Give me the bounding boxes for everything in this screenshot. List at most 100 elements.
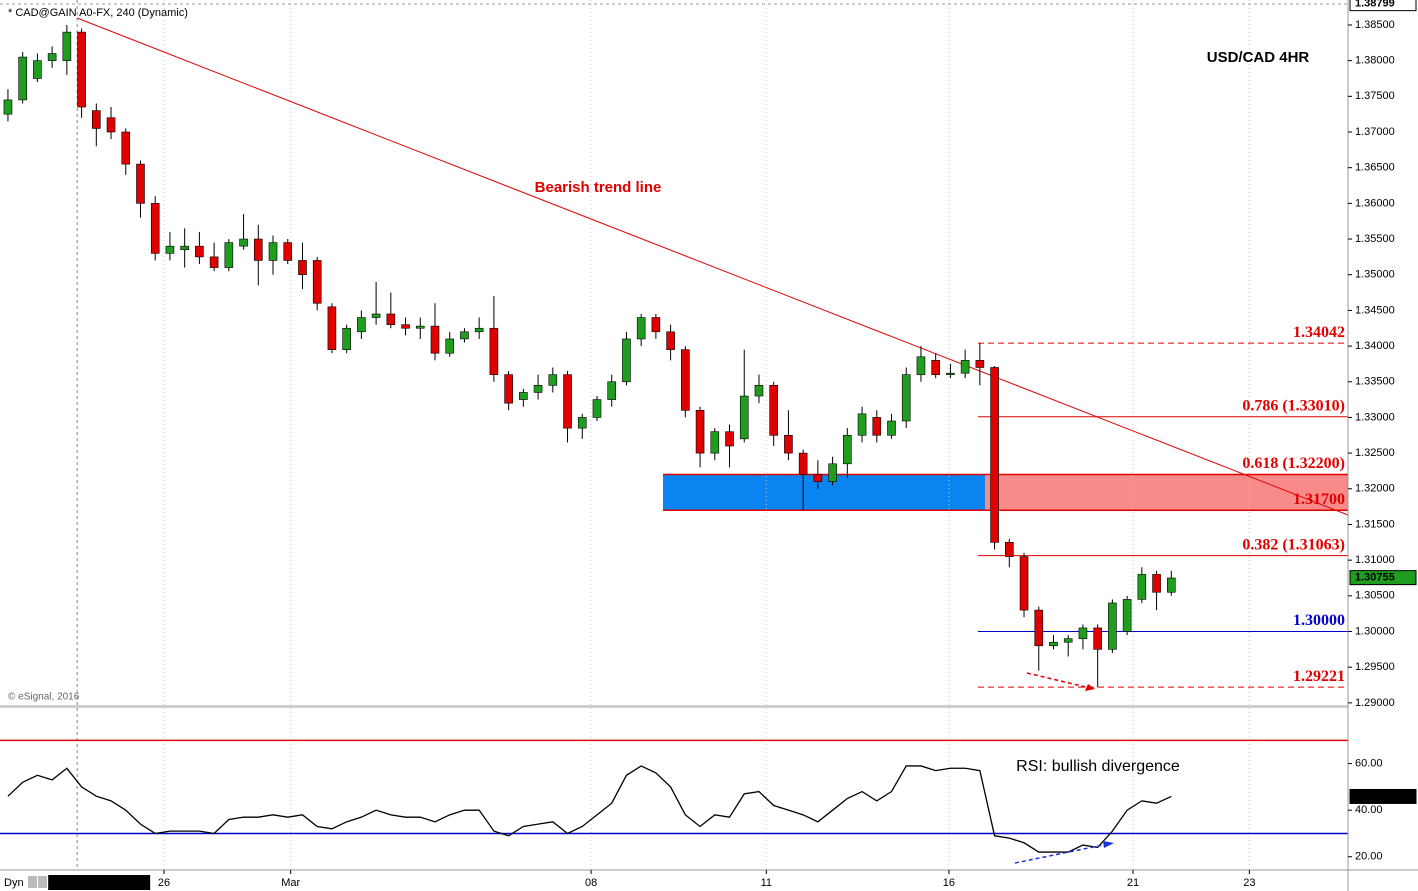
grid-layer <box>76 0 1250 870</box>
candle-body <box>195 245 204 258</box>
y-tick-label: 1.37000 <box>1355 126 1395 138</box>
resistance-zone <box>985 474 1348 511</box>
level-label: 0.382 (1.31063) <box>1242 536 1345 553</box>
candle-body <box>33 60 42 79</box>
level-label: 1.30000 <box>1293 612 1345 629</box>
x-tick-label: Mar <box>281 877 300 889</box>
candle-body <box>548 374 558 386</box>
candle-body <box>563 374 572 429</box>
candle-body <box>843 434 852 465</box>
candle-body <box>519 392 528 400</box>
candle-body <box>342 327 351 350</box>
panel-separator <box>0 705 1348 708</box>
candle-body <box>239 238 248 247</box>
candle-body <box>1108 602 1117 650</box>
rsi-label: RSI: bullish divergence <box>1016 758 1180 775</box>
candle-body <box>798 452 808 475</box>
candle-body <box>298 260 307 276</box>
candle-body <box>386 313 396 325</box>
y-tick-label: 1.30500 <box>1355 590 1395 602</box>
candle-body <box>47 53 57 61</box>
candle-body <box>916 356 926 375</box>
candle-body <box>150 203 160 254</box>
candle-body <box>1137 574 1147 600</box>
icon <box>28 876 37 888</box>
divergence-arrow <box>1014 843 1109 864</box>
candle-body <box>710 431 720 454</box>
level-label: 0.618 (1.32200) <box>1242 455 1345 472</box>
candle-body <box>430 325 440 354</box>
candle-body <box>725 431 734 447</box>
candle-body <box>415 325 425 329</box>
high-tag: 1.38799 <box>1355 0 1395 10</box>
candle-body <box>1034 609 1044 647</box>
candle-body <box>769 385 778 436</box>
y-tick-label: 20.00 <box>1355 851 1383 863</box>
x-tick-label: 23 <box>1243 877 1255 889</box>
candle-body <box>504 374 513 404</box>
panel-label: Dyn <box>4 877 24 889</box>
candle-body <box>681 349 690 411</box>
level-label: 0.786 (1.33010) <box>1242 397 1345 414</box>
candle-body <box>1093 627 1102 650</box>
candle-body <box>828 463 837 482</box>
candle-body <box>209 256 219 268</box>
y-tick-label: 1.32500 <box>1355 447 1395 459</box>
cursor-box <box>48 875 151 890</box>
chart-title: USD/CAD 4HR <box>1207 49 1310 66</box>
last-tag: 1.30755 <box>1355 572 1395 584</box>
candle-body <box>990 367 999 543</box>
header: * CAD@GAIN A0-FX, 240 (Dynamic) <box>8 7 188 19</box>
candle-body <box>312 260 322 304</box>
candle-body <box>106 117 116 133</box>
candle-body <box>813 474 823 482</box>
candle-body <box>592 399 602 418</box>
candle-body <box>607 381 617 400</box>
candle-body <box>1122 599 1132 632</box>
arrow-head <box>1103 841 1114 848</box>
candle-body <box>636 317 646 340</box>
arrow-head <box>1085 684 1095 691</box>
candle-body <box>1005 542 1014 557</box>
candle-body <box>136 163 145 204</box>
y-tick-label: 1.33000 <box>1355 411 1395 423</box>
y-tick-label: 1.38000 <box>1355 55 1395 67</box>
rsi-tag: 45.90 <box>1355 790 1383 802</box>
y-tick-label: 1.29500 <box>1355 661 1395 673</box>
rsi-tag-box <box>1349 788 1417 804</box>
candle-body <box>577 417 587 429</box>
icon <box>38 876 47 888</box>
candle-body <box>901 374 911 422</box>
candle-body <box>695 409 705 454</box>
candle-body <box>180 245 189 251</box>
candle-body <box>739 395 749 440</box>
candle-body <box>460 331 469 340</box>
x-tick-label: 16 <box>943 877 955 889</box>
candle-body <box>327 306 337 350</box>
level-label: 1.31700 <box>1293 491 1345 508</box>
y-tick-label: 1.36000 <box>1355 197 1395 209</box>
cursor-label: 12:00 24/02/2016 <box>56 877 142 889</box>
candle-body <box>872 417 882 436</box>
y-tick-label: 1.33500 <box>1355 376 1395 388</box>
candle-body <box>1063 638 1073 643</box>
candle-body <box>1049 641 1058 647</box>
candle-body <box>283 242 293 261</box>
credit: © eSignal, 2016 <box>8 692 80 703</box>
candle-body <box>62 31 72 61</box>
y-tick-label: 1.32000 <box>1355 483 1395 495</box>
y-tick-label: 1.34500 <box>1355 304 1395 316</box>
candle-body <box>887 420 896 436</box>
candle-body <box>401 324 410 329</box>
y-tick-label: 1.37500 <box>1355 90 1395 102</box>
zone-layer <box>663 473 1348 511</box>
y-tick-label: 1.36500 <box>1355 162 1395 174</box>
candle-body <box>92 110 101 129</box>
candle-body <box>931 360 940 375</box>
candle-body <box>960 360 970 374</box>
candle-body <box>666 331 675 350</box>
x-tick-label: 08 <box>585 877 597 889</box>
candle-body <box>77 31 86 108</box>
